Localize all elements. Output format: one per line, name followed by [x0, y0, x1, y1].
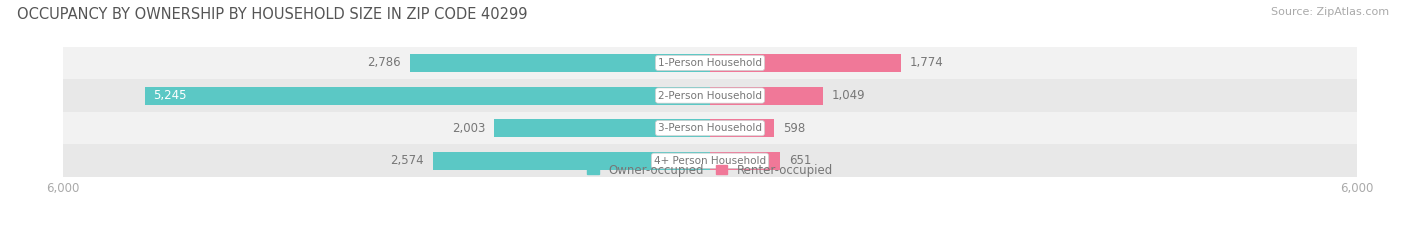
Text: 598: 598 — [783, 122, 806, 135]
Text: OCCUPANCY BY OWNERSHIP BY HOUSEHOLD SIZE IN ZIP CODE 40299: OCCUPANCY BY OWNERSHIP BY HOUSEHOLD SIZE… — [17, 7, 527, 22]
Bar — [710, 87, 823, 105]
Bar — [710, 152, 780, 170]
Bar — [145, 87, 710, 105]
Bar — [433, 152, 710, 170]
Bar — [494, 119, 710, 137]
Bar — [63, 79, 1357, 112]
Bar — [710, 54, 901, 72]
Text: 1,774: 1,774 — [910, 56, 943, 69]
Text: 2,786: 2,786 — [367, 56, 401, 69]
Text: 3-Person Household: 3-Person Household — [658, 123, 762, 133]
Text: 651: 651 — [789, 154, 811, 167]
Text: 1,049: 1,049 — [832, 89, 865, 102]
Legend: Owner-occupied, Renter-occupied: Owner-occupied, Renter-occupied — [582, 159, 838, 182]
Text: 5,245: 5,245 — [153, 89, 187, 102]
Bar — [409, 54, 710, 72]
Bar — [63, 112, 1357, 144]
Text: Source: ZipAtlas.com: Source: ZipAtlas.com — [1271, 7, 1389, 17]
Bar — [710, 119, 775, 137]
Bar — [63, 144, 1357, 177]
Text: 2-Person Household: 2-Person Household — [658, 91, 762, 100]
Bar — [63, 47, 1357, 79]
Text: 2,574: 2,574 — [391, 154, 425, 167]
Text: 4+ Person Household: 4+ Person Household — [654, 156, 766, 166]
Text: 1-Person Household: 1-Person Household — [658, 58, 762, 68]
Text: 2,003: 2,003 — [453, 122, 485, 135]
